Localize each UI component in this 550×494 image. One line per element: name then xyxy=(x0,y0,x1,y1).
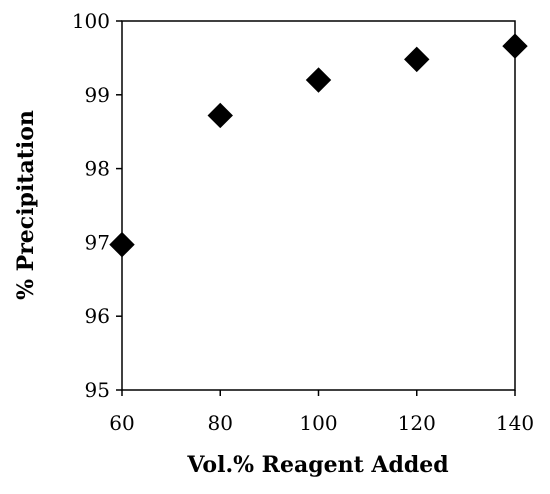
y-tick-label: 100 xyxy=(72,9,110,33)
data-point-diamond xyxy=(404,46,430,73)
data-point-diamond xyxy=(207,102,233,129)
x-tick-label: 80 xyxy=(208,411,233,435)
x-tick-label: 100 xyxy=(299,411,337,435)
y-axis-ticks: 95 96 97 98 99 100 xyxy=(72,9,122,402)
data-point-diamond xyxy=(305,67,332,93)
x-tick-label: 120 xyxy=(398,411,436,435)
y-tick-label: 95 xyxy=(85,378,110,402)
y-tick-label: 96 xyxy=(85,304,110,328)
x-axis-title: Vol.% Reagent Added xyxy=(186,452,448,478)
y-axis-title: % Precipitation xyxy=(13,110,39,300)
x-tick-label: 60 xyxy=(109,411,134,435)
y-tick-label: 97 xyxy=(85,230,110,254)
data-points xyxy=(109,33,528,258)
x-tick-label: 140 xyxy=(496,411,534,435)
y-tick-label: 98 xyxy=(85,157,110,181)
data-point-diamond xyxy=(109,231,135,258)
x-axis-ticks: 60 80 100 120 140 xyxy=(109,390,534,435)
y-tick-label: 99 xyxy=(85,83,110,107)
data-point-diamond xyxy=(502,33,528,59)
